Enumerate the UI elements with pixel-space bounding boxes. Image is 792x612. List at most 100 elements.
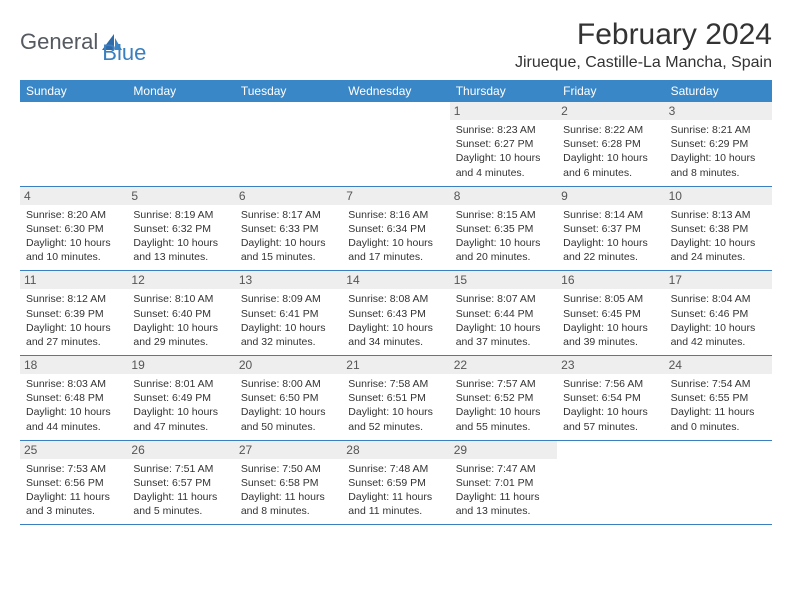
day-cell: 21Sunrise: 7:58 AMSunset: 6:51 PMDayligh… [342, 356, 449, 440]
week-row: 11Sunrise: 8:12 AMSunset: 6:39 PMDayligh… [20, 271, 772, 356]
empty-day-cell [127, 102, 234, 186]
daylight-text: and 6 minutes. [563, 166, 658, 180]
calendar-grid: 1Sunrise: 8:23 AMSunset: 6:27 PMDaylight… [20, 102, 772, 525]
day-cell: 18Sunrise: 8:03 AMSunset: 6:48 PMDayligh… [20, 356, 127, 440]
sunrise-time: Sunrise: 8:19 AM [133, 208, 228, 222]
sunset-time: Sunset: 7:01 PM [456, 476, 551, 490]
day-number: 20 [235, 356, 342, 374]
week-row: 25Sunrise: 7:53 AMSunset: 6:56 PMDayligh… [20, 441, 772, 526]
daylight-text: and 27 minutes. [26, 335, 121, 349]
daylight-text: and 4 minutes. [456, 166, 551, 180]
day-cell: 28Sunrise: 7:48 AMSunset: 6:59 PMDayligh… [342, 441, 449, 525]
day-number: 11 [20, 271, 127, 289]
day-number: 9 [557, 187, 664, 205]
title-block: February 2024 Jirueque, Castille-La Manc… [515, 18, 772, 72]
day-cell: 14Sunrise: 8:08 AMSunset: 6:43 PMDayligh… [342, 271, 449, 355]
sunset-time: Sunset: 6:41 PM [241, 307, 336, 321]
weekday-header: Monday [127, 80, 234, 102]
daylight-text: and 8 minutes. [241, 504, 336, 518]
sunset-time: Sunset: 6:45 PM [563, 307, 658, 321]
day-cell: 11Sunrise: 8:12 AMSunset: 6:39 PMDayligh… [20, 271, 127, 355]
daylight-text: and 3 minutes. [26, 504, 121, 518]
day-number: 6 [235, 187, 342, 205]
day-cell: 4Sunrise: 8:20 AMSunset: 6:30 PMDaylight… [20, 187, 127, 271]
daylight-text: and 0 minutes. [671, 420, 766, 434]
sunrise-time: Sunrise: 8:22 AM [563, 123, 658, 137]
weekday-header: Thursday [450, 80, 557, 102]
day-cell: 10Sunrise: 8:13 AMSunset: 6:38 PMDayligh… [665, 187, 772, 271]
weekday-header: Sunday [20, 80, 127, 102]
daylight-text: Daylight: 10 hours [348, 321, 443, 335]
daylight-text: Daylight: 10 hours [133, 236, 228, 250]
day-number: 15 [450, 271, 557, 289]
daylight-text: and 5 minutes. [133, 504, 228, 518]
day-number: 18 [20, 356, 127, 374]
sunset-time: Sunset: 6:27 PM [456, 137, 551, 151]
daylight-text: Daylight: 10 hours [563, 405, 658, 419]
day-number: 23 [557, 356, 664, 374]
day-cell: 2Sunrise: 8:22 AMSunset: 6:28 PMDaylight… [557, 102, 664, 186]
day-cell: 6 Sunrise: 8:17 AMSunset: 6:33 PMDaylight… [235, 187, 342, 271]
day-cell: 23Sunrise: 7:56 AMSunset: 6:54 PMDayligh… [557, 356, 664, 440]
sunrise-time: Sunrise: 7:54 AM [671, 377, 766, 391]
daylight-text: Daylight: 10 hours [671, 236, 766, 250]
daylight-text: Daylight: 10 hours [26, 236, 121, 250]
weekday-header: Wednesday [342, 80, 449, 102]
sunset-time: Sunset: 6:38 PM [671, 222, 766, 236]
daylight-text: Daylight: 10 hours [456, 321, 551, 335]
sunset-time: Sunset: 6:35 PM [456, 222, 551, 236]
day-cell: 24Sunrise: 7:54 AMSunset: 6:55 PMDayligh… [665, 356, 772, 440]
sunset-time: Sunset: 6:52 PM [456, 391, 551, 405]
empty-day-cell [557, 441, 664, 525]
day-cell: 15Sunrise: 8:07 AMSunset: 6:44 PMDayligh… [450, 271, 557, 355]
sunset-time: Sunset: 6:34 PM [348, 222, 443, 236]
logo: General Blue [20, 18, 146, 66]
sunset-time: Sunset: 6:33 PM [241, 222, 336, 236]
day-cell: 29Sunrise: 7:47 AMSunset: 7:01 PMDayligh… [450, 441, 557, 525]
daylight-text: Daylight: 10 hours [348, 236, 443, 250]
sunrise-time: Sunrise: 7:47 AM [456, 462, 551, 476]
location-subtitle: Jirueque, Castille-La Mancha, Spain [515, 54, 772, 72]
daylight-text: Daylight: 10 hours [241, 236, 336, 250]
daylight-text: Daylight: 10 hours [563, 236, 658, 250]
daylight-text: Daylight: 10 hours [563, 151, 658, 165]
daylight-text: and 37 minutes. [456, 335, 551, 349]
sunset-time: Sunset: 6:49 PM [133, 391, 228, 405]
daylight-text: Daylight: 11 hours [241, 490, 336, 504]
daylight-text: Daylight: 10 hours [241, 321, 336, 335]
weekday-header-row: Sunday Monday Tuesday Wednesday Thursday… [20, 80, 772, 102]
sunset-time: Sunset: 6:32 PM [133, 222, 228, 236]
sunrise-time: Sunrise: 8:03 AM [26, 377, 121, 391]
day-cell: 1Sunrise: 8:23 AMSunset: 6:27 PMDaylight… [450, 102, 557, 186]
day-cell: 19Sunrise: 8:01 AMSunset: 6:49 PMDayligh… [127, 356, 234, 440]
daylight-text: Daylight: 10 hours [26, 321, 121, 335]
day-number: 4 [20, 187, 127, 205]
day-number: 19 [127, 356, 234, 374]
day-number: 7 [342, 187, 449, 205]
daylight-text: Daylight: 10 hours [133, 405, 228, 419]
sunset-time: Sunset: 6:46 PM [671, 307, 766, 321]
daylight-text: and 44 minutes. [26, 420, 121, 434]
sunrise-time: Sunrise: 8:08 AM [348, 292, 443, 306]
day-cell: 5Sunrise: 8:19 AMSunset: 6:32 PMDaylight… [127, 187, 234, 271]
sunset-time: Sunset: 6:55 PM [671, 391, 766, 405]
day-number: 29 [450, 441, 557, 459]
daylight-text: Daylight: 10 hours [348, 405, 443, 419]
sunset-time: Sunset: 6:37 PM [563, 222, 658, 236]
sunset-time: Sunset: 6:40 PM [133, 307, 228, 321]
sunrise-time: Sunrise: 8:17 AM [241, 208, 336, 222]
daylight-text: and 39 minutes. [563, 335, 658, 349]
day-number: 28 [342, 441, 449, 459]
logo-text-general: General [20, 29, 98, 55]
day-number: 21 [342, 356, 449, 374]
sunrise-time: Sunrise: 8:00 AM [241, 377, 336, 391]
sunrise-time: Sunrise: 8:10 AM [133, 292, 228, 306]
daylight-text: and 42 minutes. [671, 335, 766, 349]
day-cell: 26Sunrise: 7:51 AMSunset: 6:57 PMDayligh… [127, 441, 234, 525]
daylight-text: Daylight: 10 hours [456, 405, 551, 419]
sunrise-time: Sunrise: 8:20 AM [26, 208, 121, 222]
month-title: February 2024 [515, 18, 772, 52]
day-number: 17 [665, 271, 772, 289]
daylight-text: and 29 minutes. [133, 335, 228, 349]
day-cell: 22Sunrise: 7:57 AMSunset: 6:52 PMDayligh… [450, 356, 557, 440]
